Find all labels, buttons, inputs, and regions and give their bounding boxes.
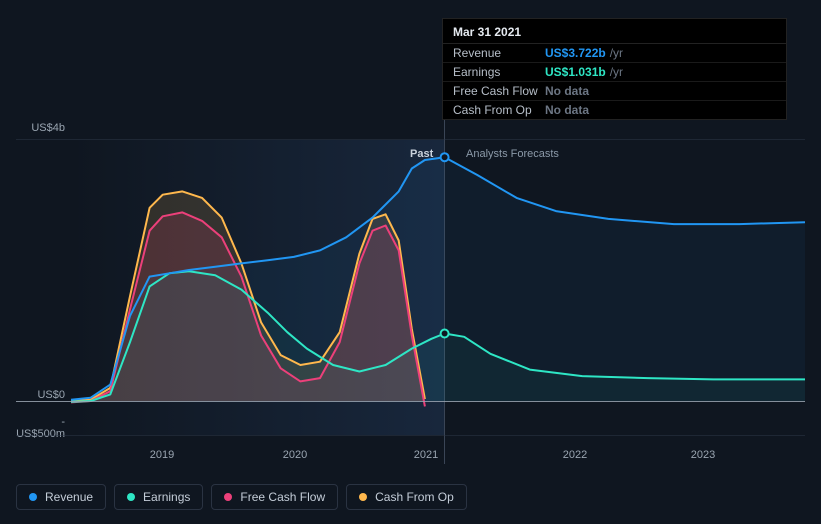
legend-dot-icon [127, 493, 135, 501]
legend-item-cash_from_op[interactable]: Cash From Op [346, 484, 467, 510]
x-axis-label: 2019 [150, 449, 174, 461]
tooltip-key: Free Cash Flow [453, 84, 545, 98]
tooltip-key: Earnings [453, 65, 545, 79]
tooltip-value: US$3.722b [545, 46, 606, 60]
legend-dot-icon [29, 493, 37, 501]
tooltip-key: Cash From Op [453, 103, 545, 117]
x-axis-label: 2020 [283, 449, 307, 461]
series-marker-earnings [441, 330, 449, 338]
y-axis-label: US$4b [31, 122, 65, 134]
tooltip-unit: /yr [610, 46, 623, 60]
tooltip-value: US$1.031b [545, 65, 606, 79]
x-axis-label: 2022 [563, 449, 587, 461]
tooltip-value: No data [545, 84, 589, 98]
legend-dot-icon [359, 493, 367, 501]
y-axis-label: US$0 [37, 389, 65, 401]
x-axis-label: 2021 [414, 449, 438, 461]
y-axis-label: -US$500m [16, 416, 65, 440]
tooltip-unit: /yr [610, 65, 623, 79]
legend-label: Free Cash Flow [240, 490, 325, 504]
tooltip: Mar 31 2021 RevenueUS$3.722b/yrEarningsU… [442, 18, 787, 120]
legend-label: Cash From Op [375, 490, 454, 504]
x-axis-label: 2023 [691, 449, 715, 461]
tooltip-row: EarningsUS$1.031b/yr [443, 62, 786, 81]
tooltip-row: Cash From OpNo data [443, 100, 786, 119]
legend-item-revenue[interactable]: Revenue [16, 484, 106, 510]
legend-item-free_cash_flow[interactable]: Free Cash Flow [211, 484, 338, 510]
zero-line [16, 401, 805, 402]
grid-line [16, 435, 805, 436]
legend-label: Earnings [143, 490, 190, 504]
legend-label: Revenue [45, 490, 93, 504]
tooltip-row: Free Cash FlowNo data [443, 81, 786, 100]
series-marker-revenue [441, 153, 449, 161]
legend-item-earnings[interactable]: Earnings [114, 484, 203, 510]
legend: Revenue Earnings Free Cash Flow Cash From O… [16, 484, 467, 510]
tooltip-row: RevenueUS$3.722b/yr [443, 44, 786, 62]
tooltip-value: No data [545, 103, 589, 117]
grid-line [16, 139, 805, 140]
legend-dot-icon [224, 493, 232, 501]
tooltip-date: Mar 31 2021 [443, 19, 786, 44]
tooltip-key: Revenue [453, 46, 545, 60]
